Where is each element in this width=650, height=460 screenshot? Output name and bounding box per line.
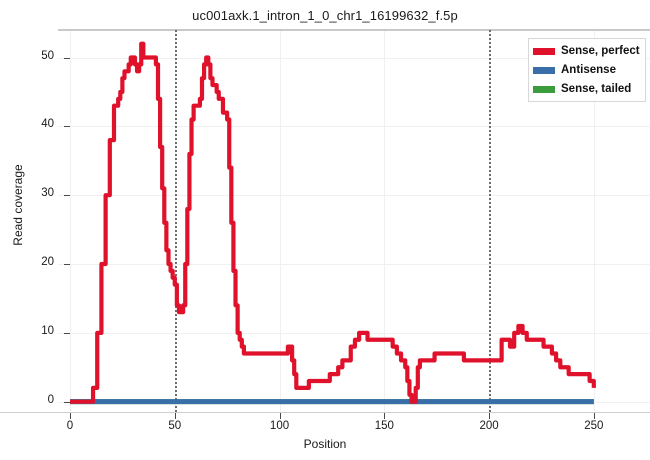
y-tick-label: 40 [41,118,54,131]
x-tick-mark [280,413,281,419]
legend-label: Antisense [561,64,616,76]
legend-item[interactable]: Sense, tailed [533,81,640,97]
plot-top-border [58,29,650,31]
y-tick-label: 30 [41,187,54,200]
x-tick-mark [384,413,385,419]
legend-item[interactable]: Sense, perfect [533,43,640,59]
x-tick-label: 0 [66,420,74,432]
y-tick-label: 0 [47,393,54,406]
x-tick-mark [489,413,490,419]
gridline-horizontal [58,333,650,334]
gridline-vertical [70,31,71,412]
x-tick-label: 50 [168,420,182,432]
gridline-horizontal [58,126,650,127]
x-tick-label: 150 [374,420,394,432]
y-tick-mark [64,58,70,59]
y-tick-label: 20 [41,256,54,269]
x-tick-label: 250 [584,420,604,432]
gridline-vertical [280,31,281,412]
legend-swatch-icon [533,66,555,74]
legend-label: Sense, perfect [561,45,640,57]
x-tick-mark [594,413,595,419]
x-tick-mark [70,413,71,419]
marker-vline [175,30,177,412]
y-tick-label: 50 [41,49,54,62]
gridline-horizontal [58,264,650,265]
y-tick-mark [64,126,70,127]
x-tick-label: 100 [269,420,290,432]
legend-label: Sense, tailed [561,83,632,95]
gridline-vertical [384,31,385,412]
legend-item[interactable]: Antisense [533,62,640,78]
gridline-vertical [594,31,595,412]
legend-swatch-icon [533,85,555,93]
y-tick-label: 10 [41,324,54,337]
chart-title: uc001axk.1_intron_1_0_chr1_16199632_f.5p [192,8,458,23]
legend: Sense, perfect Antisense Sense, tailed [528,38,646,102]
marker-vline [489,30,491,412]
x-tick-label: 200 [479,420,499,432]
series-line [70,41,596,404]
y-tick-mark [64,402,70,403]
plot-bottom-axis-line [0,412,650,413]
gridline-horizontal [58,195,650,196]
y-tick-mark [64,195,70,196]
y-tick-mark [64,333,70,334]
legend-swatch-icon [533,47,555,55]
x-axis-label: Position [303,437,347,451]
x-tick-mark [175,413,176,419]
y-tick-mark [64,264,70,265]
gridline-horizontal [58,58,650,59]
